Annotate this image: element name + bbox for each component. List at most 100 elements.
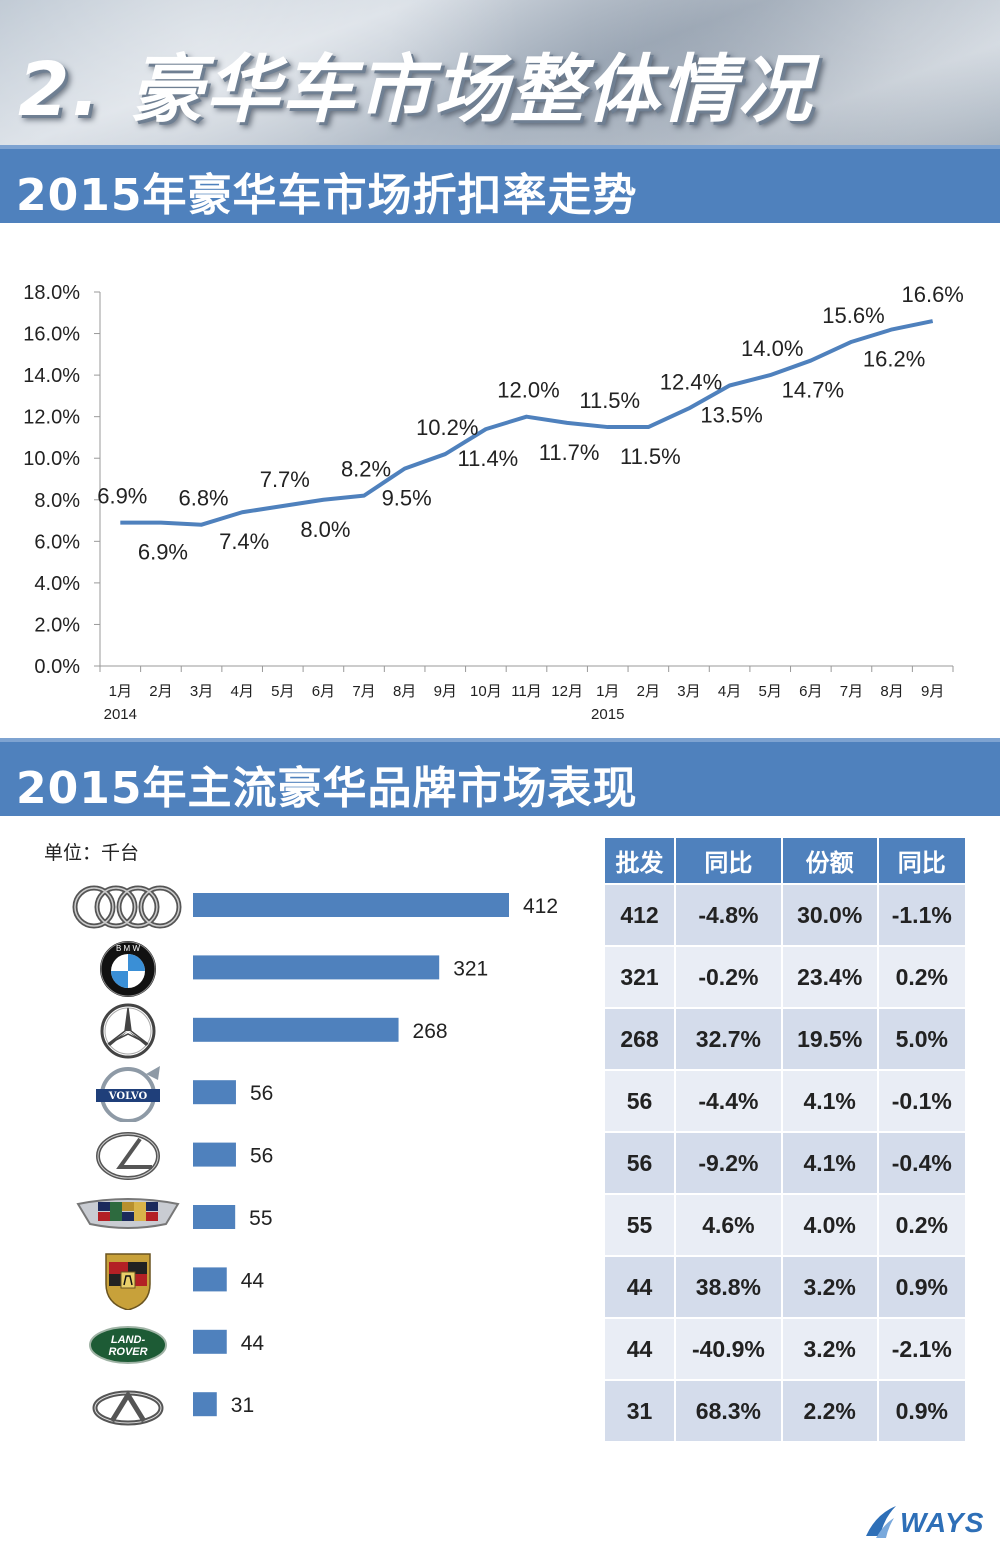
x-tick-label: 3月 (190, 683, 213, 700)
bar-land-rover (193, 1329, 227, 1354)
table-row: 44 38.8% 3.2% 0.9% (605, 1257, 965, 1317)
header-banner: 2. 豪华车市场整体情况 (0, 0, 1000, 145)
table-cell: 0.2% (878, 1195, 965, 1255)
mercedes-logo-icon (68, 1002, 188, 1060)
table-cell: 0.2% (878, 947, 965, 1007)
bar-audi (193, 893, 509, 917)
x-tick-label: 5月 (271, 683, 294, 700)
data-label: 14.0% (741, 336, 803, 361)
table-header-row: 批发 同比 份额 同比 (605, 838, 965, 883)
table-cell: 44 (605, 1257, 675, 1317)
data-label: 11.5% (579, 388, 640, 413)
table-row: 31 68.3% 2.2% 0.9% (605, 1381, 965, 1441)
bar-value-label: 268 (413, 1020, 448, 1043)
y-tick-label: 18.0% (23, 282, 80, 304)
bar-value-label: 44 (241, 1269, 265, 1292)
x-tick-label: 4月 (718, 683, 741, 700)
y-tick-label: 14.0% (23, 365, 80, 387)
table-cell: 4.1% (782, 1071, 877, 1131)
table-cell: -0.1% (878, 1071, 965, 1131)
bmw-letters: B M W (116, 944, 140, 953)
land-rover-logo-icon: LAND- ROVER (68, 1314, 188, 1372)
brand-sales-bar-chart: 412 321 268 56 56 55 44 44 31 (193, 893, 558, 1417)
data-label: 7.4% (219, 529, 269, 554)
x-tick-label: 6月 (799, 683, 822, 700)
bar-porsche (193, 1267, 227, 1292)
table-cell: 4.1% (782, 1133, 877, 1193)
bar-mercedes-benz (193, 1017, 399, 1042)
data-labels: 6.9% 6.9% 6.8% 7.4% 7.7% 8.0% 8.2% 9.5% 10.2% 11.… (97, 282, 964, 565)
volvo-logo-icon: VOLVO (68, 1064, 188, 1123)
x-tick-label: 1月 (109, 683, 132, 700)
table-cell: -40.9% (676, 1319, 781, 1379)
y-tick-label: 2.0% (34, 614, 80, 636)
bmw-logo-icon: B M W (68, 940, 188, 998)
x-tick-label: 5月 (759, 683, 782, 700)
y-tick-label: 10.0% (23, 448, 80, 470)
table-cell: 0.9% (878, 1381, 965, 1441)
data-label: 7.7% (260, 467, 310, 492)
data-label: 8.0% (300, 517, 350, 542)
table-cell: 2.2% (782, 1381, 877, 1441)
bar-value-label: 56 (250, 1082, 273, 1105)
volvo-wordmark: VOLVO (108, 1091, 148, 1102)
x-year-label: 2015 (591, 706, 624, 723)
table-cell: 23.4% (782, 947, 877, 1007)
table-cell: 268 (605, 1009, 675, 1069)
table-cell: 3.2% (782, 1257, 877, 1317)
bar-value-label: 412 (523, 895, 558, 918)
data-label: 11.5% (620, 444, 681, 469)
data-label: 6.9% (97, 484, 147, 509)
table-row: 412 -4.8% 30.0% -1.1% (605, 885, 965, 945)
x-tick-label: 7月 (840, 683, 863, 700)
y-tick-label: 12.0% (23, 407, 80, 429)
data-label: 6.9% (138, 540, 188, 565)
table-cell: 19.5% (782, 1009, 877, 1069)
y-tick-label: 16.0% (23, 324, 80, 346)
data-label: 12.4% (660, 369, 722, 394)
table-cell: 4.0% (782, 1195, 877, 1255)
unit-label: 单位：千台 (44, 842, 140, 864)
bar-volvo (193, 1080, 236, 1105)
section-header-discount: 2015年豪华车市场折扣率走势 (0, 145, 1000, 223)
table-cell: -4.4% (676, 1071, 781, 1131)
col-header-yoy: 同比 (676, 838, 781, 883)
data-label: 6.8% (178, 486, 228, 511)
ways-wordmark: WAYS (900, 1507, 985, 1538)
bar-infiniti (193, 1392, 217, 1417)
data-label: 11.7% (539, 440, 600, 465)
table-cell: -0.2% (676, 947, 781, 1007)
section-title-brands: 2015年主流豪华品牌市场表现 (16, 763, 638, 814)
table-cell: 55 (605, 1195, 675, 1255)
table-cell: 3.2% (782, 1319, 877, 1379)
bar-value-label: 55 (249, 1207, 272, 1230)
data-label: 13.5% (700, 403, 762, 428)
data-label: 9.5% (382, 486, 432, 511)
table-cell: 412 (605, 885, 675, 945)
bar-lexus (193, 1142, 236, 1167)
table-cell: -4.8% (676, 885, 781, 945)
y-tick-label: 6.0% (34, 531, 80, 553)
x-tick-label: 2月 (149, 683, 172, 700)
x-tick-label: 8月 (880, 683, 903, 700)
section-header-brands: 2015年主流豪华品牌市场表现 (0, 738, 1000, 816)
audi-logo-icon (68, 878, 188, 936)
bar-value-label: 56 (250, 1145, 273, 1168)
data-label: 10.2% (416, 415, 478, 440)
page-title: 2. 豪华车市场整体情况 (18, 47, 814, 133)
land-rover-word-2: ROVER (108, 1346, 147, 1358)
x-tick-label: 4月 (230, 683, 253, 700)
x-tick-label: 7月 (352, 683, 375, 700)
table-cell: -2.1% (878, 1319, 965, 1379)
bar-value-label: 44 (241, 1332, 265, 1355)
infiniti-logo-icon (68, 1377, 188, 1435)
data-label: 11.4% (458, 446, 519, 471)
table-cell: 30.0% (782, 885, 877, 945)
data-label: 15.6% (822, 303, 884, 328)
series-discount-rate (120, 319, 934, 527)
table-cell: 31 (605, 1381, 675, 1441)
ways-logo-icon (866, 1506, 896, 1538)
cadillac-logo-icon (68, 1190, 188, 1248)
table-row: 56 -4.4% 4.1% -0.1% (605, 1071, 965, 1131)
x-tick-label: 12月 (551, 683, 583, 700)
